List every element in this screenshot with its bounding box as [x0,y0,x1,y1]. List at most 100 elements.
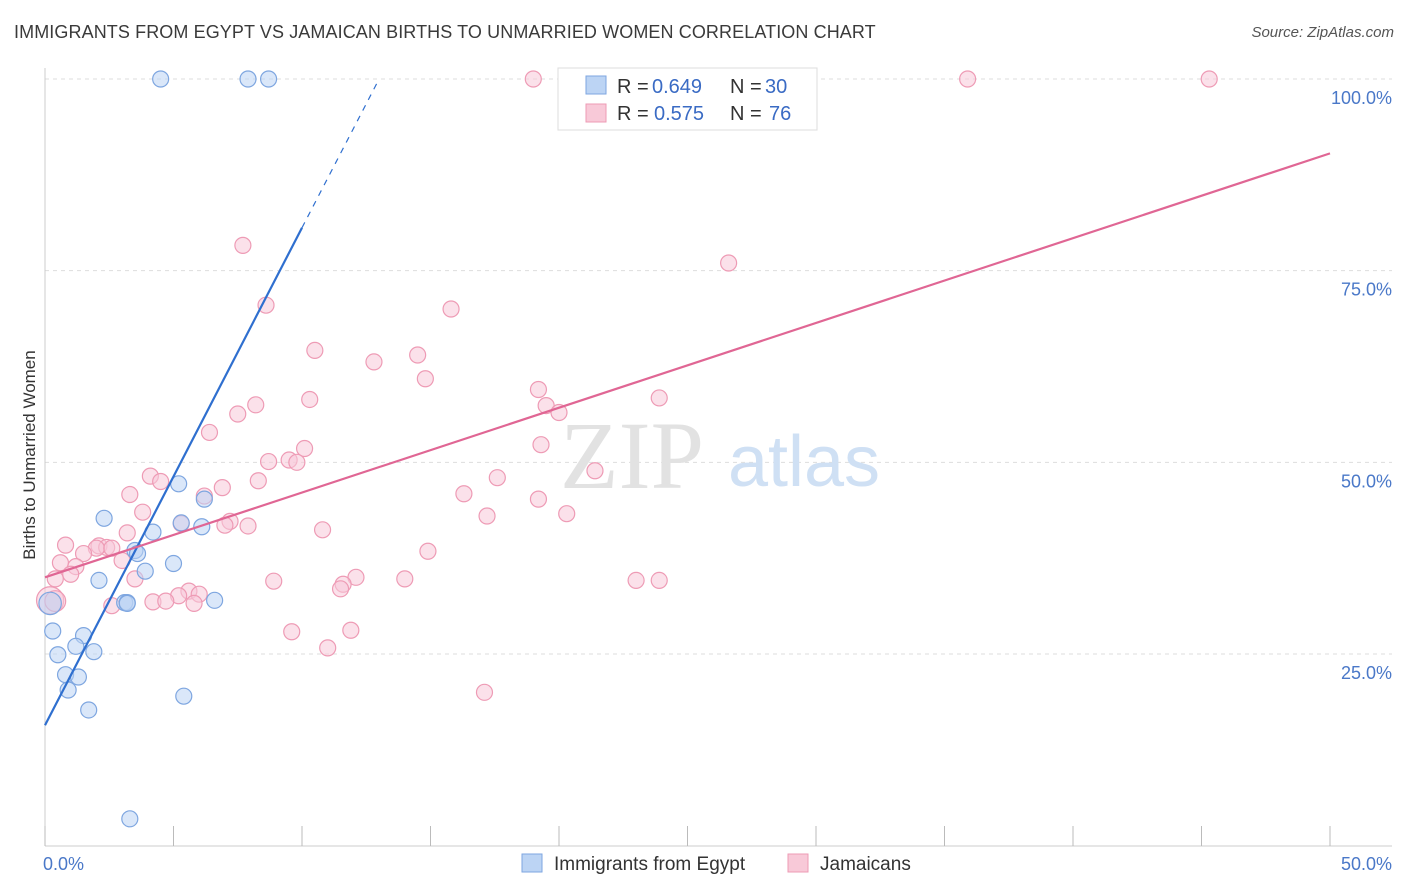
jamaicans-point [295,439,314,458]
egypt-point [239,70,257,88]
x-tick-label: 0.0% [43,854,84,874]
legend-r-value-2: 0.575 [654,103,704,125]
legend-box: R = 0.649 N = 30 R = 0.575 N = 76 [557,67,818,131]
egypt-point [136,562,154,580]
jamaicans-point [532,436,550,454]
egypt-point [152,70,170,88]
jamaicans-point [455,485,473,503]
x-tick-label: 50.0% [1341,854,1392,874]
jamaicans-point [306,341,324,359]
legend-n-value-1: 30 [765,76,787,98]
y-tick-label: 100.0% [1331,88,1392,108]
y-tick-label: 75.0% [1341,280,1392,300]
egypt-point [164,554,183,573]
egypt-point [49,646,67,664]
jamaicans-point [416,370,434,388]
jamaicans-point [234,236,252,254]
jamaicans-point [396,570,414,588]
chart-title: IMMIGRANTS FROM EGYPT VS JAMAICAN BIRTHS… [14,22,876,42]
jamaicans-point [650,571,668,590]
egypt-point [118,594,136,613]
jamaicans-point [959,70,977,88]
jamaicans-point [157,592,175,610]
jamaicans-point [213,479,231,497]
legend-egypt-swatch [585,75,607,95]
egypt-point [95,509,113,527]
jamaicans-point [650,389,668,407]
jamaicans-point [720,254,738,272]
egypt-point [206,591,224,609]
jamaicans-point [239,517,257,535]
jamaicans-point [529,490,548,508]
jamaicans-point [558,505,576,523]
jamaicans-point [313,521,332,539]
series-egypt-label: Immigrants from Egypt [554,854,746,875]
jamaicans-point [478,507,496,525]
jamaicans-point [475,683,494,701]
jamaicans-point [121,485,139,504]
egypt-points [38,70,278,828]
legend-r-label-1: R = [617,76,649,98]
jamaicans-point [56,536,75,554]
jamaicans-point [74,544,93,563]
y-tick-label: 25.0% [1341,663,1392,683]
jamaicans-point [249,472,267,490]
jamaicans-point [301,390,319,409]
jamaicans-point [247,396,265,414]
jamaicans-point [118,524,136,542]
egypt-point [67,637,85,655]
jamaicans-point [488,469,506,487]
egypt-point [195,490,213,508]
trend-lines [44,78,1331,726]
jamaicans-point [524,70,542,88]
axes [44,68,1392,847]
jamaicans-point [331,580,350,598]
series-egypt-swatch [521,853,543,873]
egypt-point [80,701,98,719]
jamaicans-point [259,452,278,471]
legend-n-label-1: N = [730,76,762,98]
egypt-point [90,571,108,590]
egypt-point [175,687,193,705]
egypt-point [85,643,103,661]
jamaicans-point [419,542,437,560]
legend-r-label-2: R = [617,103,649,125]
legend-jamaicans-swatch [585,103,607,123]
jamaicans-point [288,453,306,471]
egypt-trend-extension [301,78,380,229]
jamaicans-point [229,405,247,423]
jamaicans-point [586,462,604,480]
legend-r-value-1: 0.649 [652,76,702,98]
egypt-point [38,591,62,616]
series-jamaicans-swatch [787,853,809,873]
egypt-point [44,622,62,640]
jamaicans-point [283,623,301,641]
jamaicans-point [152,472,170,491]
series-legend: Immigrants from Egypt Jamaicans [521,853,911,875]
series-jamaicans-label: Jamaicans [820,854,911,875]
egypt-trend-line [44,227,303,726]
jamaicans-point [134,503,152,521]
jamaicans-point [365,353,383,371]
egypt-point [259,70,278,88]
jamaicans-point [1200,70,1218,88]
jamaicans-point [627,571,645,590]
jamaicans-point [265,572,283,590]
jamaicans-point [409,346,427,364]
jamaicans-point [200,423,219,442]
grid-lines [45,78,1392,655]
legend-n-label-2: N = [730,103,762,125]
y-tick-label: 50.0% [1341,471,1392,491]
jamaicans-point [319,639,337,657]
jamaicans-point [185,594,203,613]
watermark-zip: ZIP [560,402,704,509]
jamaicans-trend-line [44,152,1331,579]
jamaicans-point [442,300,460,318]
legend-n-value-2: 76 [769,103,791,125]
jamaicans-point [529,380,548,399]
y-axis-label: Births to Unmarried Women [20,350,39,559]
jamaicans-point [342,621,360,639]
tick-labels: 25.0% 50.0% 75.0% 100.0% 0.0% 50.0% [43,88,1392,874]
source-credit: Source: ZipAtlas.com [1251,24,1394,41]
